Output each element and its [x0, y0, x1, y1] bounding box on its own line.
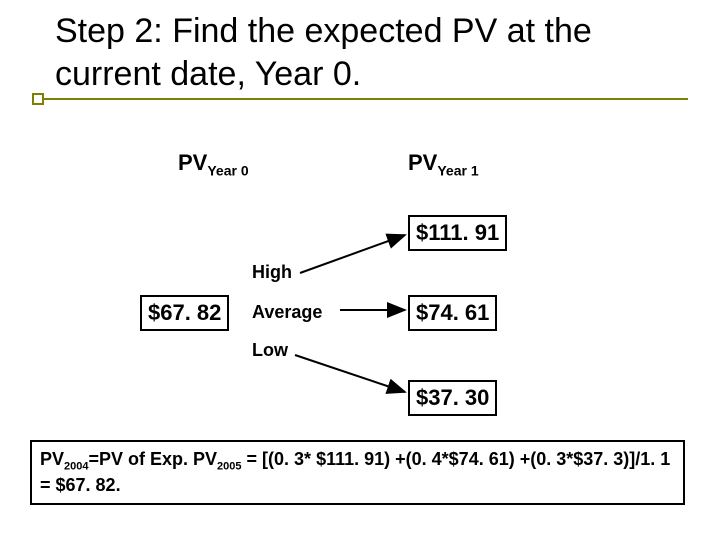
scenario-label-high: High [252, 262, 292, 283]
value-average: $74. 61 [408, 295, 497, 331]
scenario-label-average: Average [252, 302, 322, 323]
pv0-main: PV [178, 150, 207, 175]
column-header-pv-year0: PVYear 0 [178, 150, 249, 178]
pv1-main: PV [408, 150, 437, 175]
formula-mid-sub: 2005 [217, 461, 241, 473]
pv-tree-diagram: PVYear 0 PVYear 1 $67. 82 $111. 91 $74. … [140, 140, 580, 430]
formula-box: PV2004=PV of Exp. PV2005 = [(0. 3* $111.… [30, 440, 685, 505]
column-header-pv-year1: PVYear 1 [408, 150, 479, 178]
title-bullet-square [32, 93, 44, 105]
formula-pv-prefix: PV [40, 449, 64, 469]
pv0-sub: Year 0 [207, 162, 248, 178]
value-low: $37. 30 [408, 380, 497, 416]
pv1-sub: Year 1 [437, 162, 478, 178]
slide-title: Step 2: Find the expected PV at the curr… [55, 10, 655, 95]
branch-arrows [140, 140, 580, 430]
value-year0: $67. 82 [140, 295, 229, 331]
formula-pv-prefix-sub: 2004 [64, 461, 88, 473]
formula-mid: =PV of Exp. PV [89, 449, 218, 469]
value-high: $111. 91 [408, 215, 507, 251]
scenario-label-low: Low [252, 340, 288, 361]
title-underline [32, 98, 688, 100]
